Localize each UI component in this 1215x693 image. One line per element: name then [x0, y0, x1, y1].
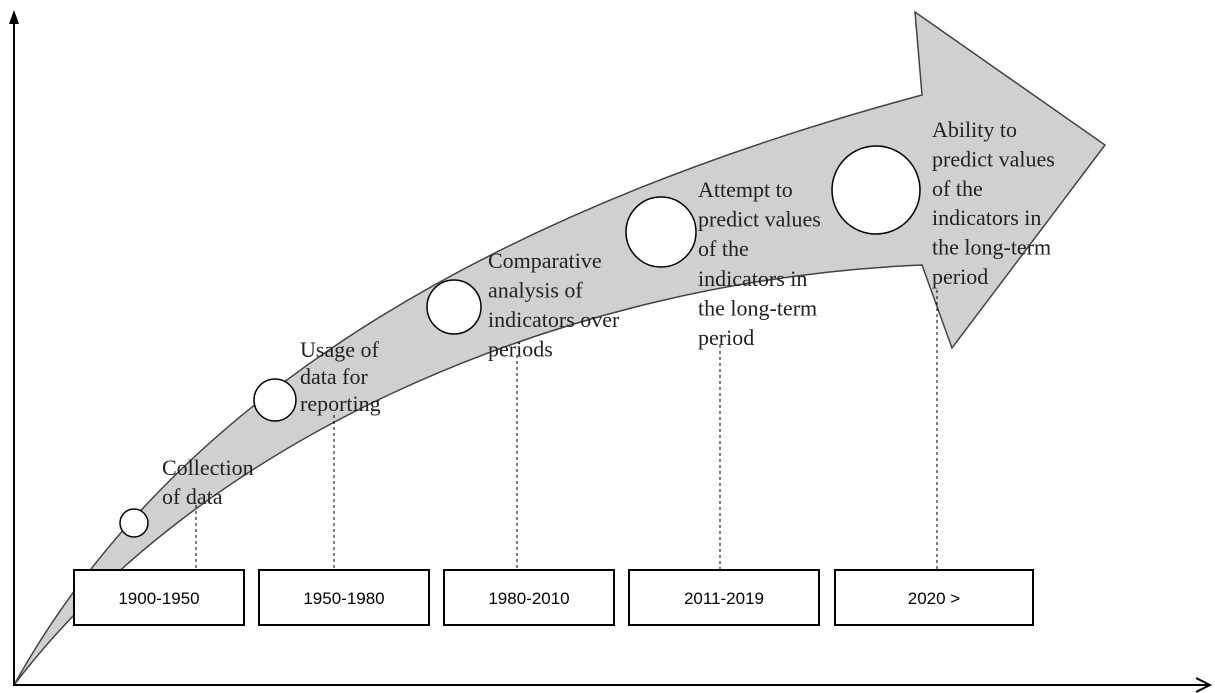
stage-description: Ability to [932, 117, 1017, 142]
stage-description: indicators over [488, 307, 620, 332]
progress-arrow [13, 10, 1107, 686]
stage-description: periods [488, 337, 553, 362]
stage-circle [253, 378, 297, 422]
period-label: 2020 > [908, 589, 961, 608]
stage-description: indicators in [932, 205, 1041, 230]
stage-description: period [698, 325, 754, 350]
period-box [73, 569, 245, 626]
stage-circle [119, 508, 149, 538]
stage-description: indicators in [698, 266, 807, 291]
stage-description: data for [300, 364, 368, 389]
period-label: 1980-2010 [488, 589, 569, 608]
stage-description: the long-term [932, 235, 1051, 260]
stage-circle [426, 279, 482, 335]
y-axis-arrowhead [9, 10, 19, 24]
stage-description: the long-term [698, 295, 817, 320]
x-axis-arrowhead [1195, 677, 1213, 693]
period-box [834, 569, 1034, 626]
stage-description: analysis of [488, 278, 583, 303]
stage-circle [831, 145, 921, 235]
stage-description: Attempt to [698, 177, 793, 202]
stage-description: of data [162, 484, 223, 509]
stage-description: predict values [698, 207, 821, 232]
stage-circle [625, 196, 697, 268]
stage-description: period [932, 264, 988, 289]
stage-description: reporting [300, 391, 381, 416]
stage-description: of the [698, 236, 749, 261]
period-box [628, 569, 820, 626]
period-label: 2011-2019 [684, 589, 764, 608]
period-box [443, 569, 615, 626]
stage-description: of the [932, 176, 983, 201]
period-box [258, 569, 430, 626]
stage-description: Collection [162, 455, 254, 480]
stage-description: Usage of [300, 337, 379, 362]
stage-description: predict values [932, 146, 1055, 171]
period-label: 1900-1950 [118, 589, 199, 608]
stage-description: Comparative [488, 248, 602, 273]
period-label: 1950-1980 [303, 589, 384, 608]
